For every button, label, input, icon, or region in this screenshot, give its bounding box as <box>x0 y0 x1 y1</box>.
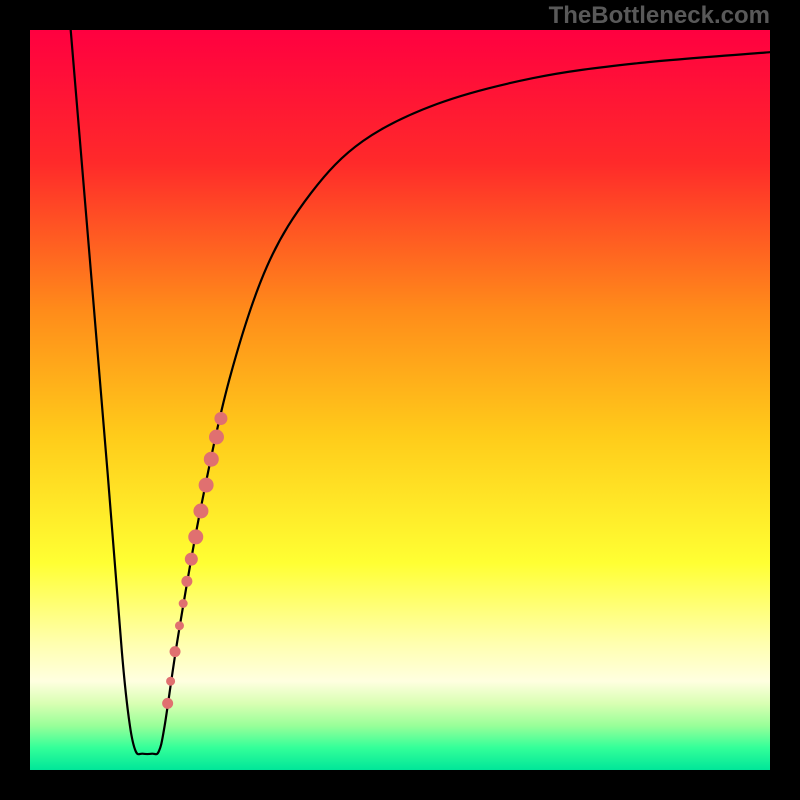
chart-container: TheBottleneck.com <box>0 0 800 800</box>
bottleneck-curve <box>71 30 770 754</box>
data-marker <box>204 452 218 466</box>
data-marker <box>185 553 197 565</box>
plot-area <box>30 30 770 770</box>
data-marker <box>175 622 183 630</box>
data-marker <box>182 576 192 586</box>
data-marker <box>209 430 223 444</box>
data-marker <box>179 600 187 608</box>
watermark-text: TheBottleneck.com <box>549 2 770 30</box>
data-marker <box>215 413 227 425</box>
chart-svg <box>30 30 770 770</box>
data-marker <box>170 647 180 657</box>
data-marker <box>189 530 203 544</box>
data-marker <box>163 698 173 708</box>
data-marker <box>194 504 208 518</box>
data-marker <box>199 478 213 492</box>
data-marker <box>167 677 175 685</box>
